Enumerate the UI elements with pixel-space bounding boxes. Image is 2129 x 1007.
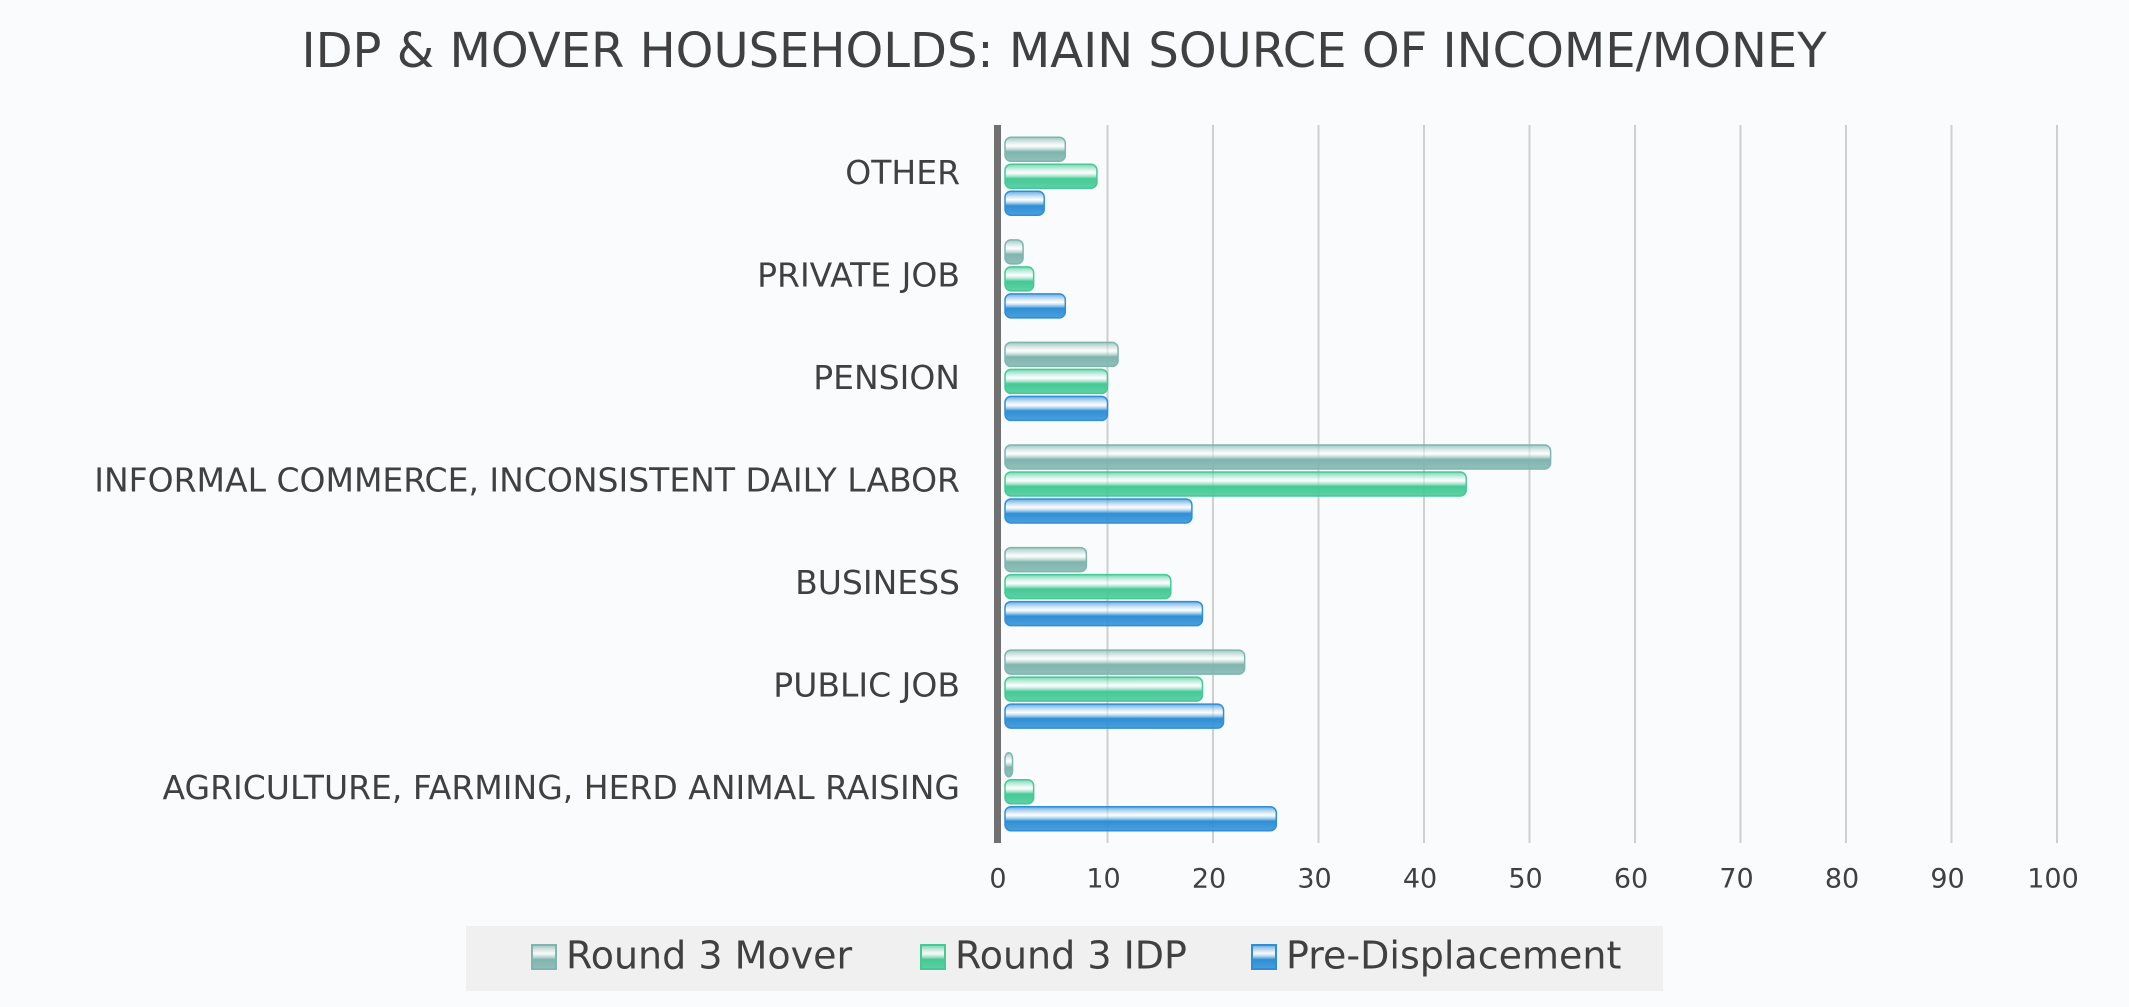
legend-label: Round 3 IDP (955, 934, 1187, 978)
bar (1004, 341, 1119, 368)
y-tick-label: OTHER (845, 153, 960, 192)
x-tick-label: 20 (1192, 864, 1226, 895)
x-tick-label: 90 (1930, 864, 1964, 895)
y-tick-label: BUSINESS (795, 563, 960, 602)
x-tick-label: 100 (2027, 864, 2079, 895)
x-tick-label: 30 (1297, 864, 1331, 895)
bar (1004, 444, 1552, 470)
bar (1004, 573, 1172, 600)
x-tick-label: 40 (1403, 864, 1437, 895)
bar (1004, 778, 1035, 805)
bar (1004, 368, 1109, 395)
x-tick-label: 70 (1719, 864, 1753, 895)
y-tick-label: INFORMAL COMMERCE, INCONSISTENT DAILY LA… (94, 461, 960, 500)
legend-label: Pre-Displacement (1286, 934, 1621, 978)
bar (1004, 190, 1045, 217)
bar (1004, 395, 1109, 422)
bar (1004, 805, 1278, 832)
bar (1004, 163, 1098, 190)
bar (1004, 546, 1088, 573)
bar (1004, 136, 1067, 163)
y-tick-label: PENSION (813, 358, 960, 397)
y-tick-label: AGRICULTURE, FARMING, HERD ANIMAL RAISIN… (163, 768, 960, 807)
bar (1004, 498, 1193, 524)
x-tick-label: 50 (1508, 864, 1542, 895)
bar (1004, 600, 1204, 627)
y-tick-label: PRIVATE JOB (757, 255, 960, 294)
bar (1004, 751, 1014, 778)
bar (1004, 293, 1067, 319)
axis-wall (994, 125, 1001, 843)
x-tick-label: 60 (1614, 864, 1648, 895)
legend-box (466, 926, 1663, 991)
legend-swatch (920, 944, 946, 970)
bar (1004, 649, 1246, 675)
x-tick-label: 10 (1086, 864, 1120, 895)
y-tick-label: PUBLIC JOB (773, 666, 960, 705)
legend-swatch (1251, 944, 1277, 970)
bar (1004, 676, 1204, 702)
bar (1004, 239, 1024, 265)
bar (1004, 703, 1225, 729)
x-tick-label: 80 (1825, 864, 1859, 895)
chart-title: IDP & MOVER HOUSEHOLDS: MAIN SOURCE OF I… (301, 23, 1827, 79)
legend-swatch (531, 944, 557, 970)
bar (1004, 471, 1467, 497)
x-tick-label: 0 (989, 864, 1006, 895)
bar (1004, 266, 1035, 292)
legend-label: Round 3 Mover (566, 934, 852, 978)
